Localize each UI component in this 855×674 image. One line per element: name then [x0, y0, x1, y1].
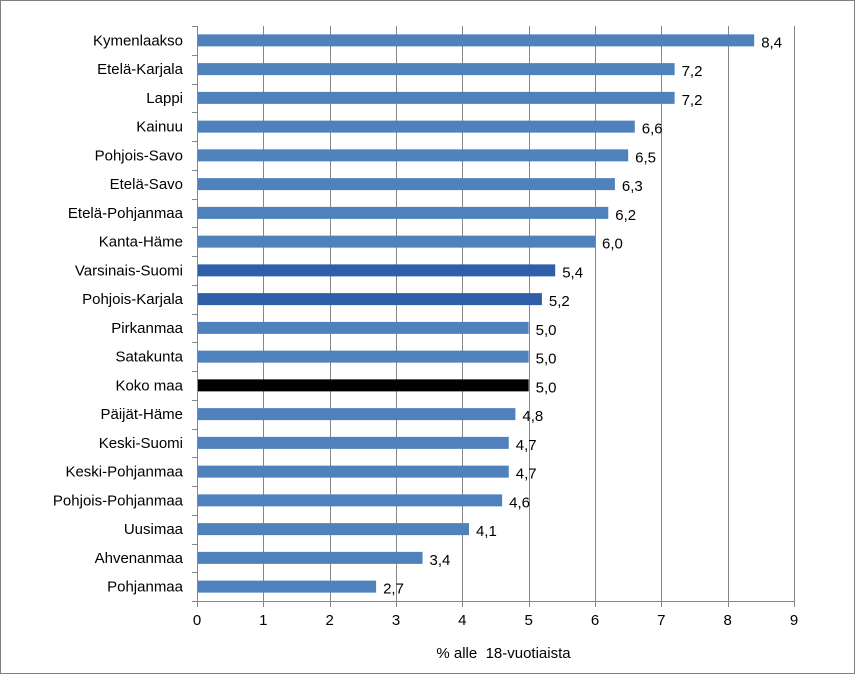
x-tick-label-6: 6	[591, 612, 599, 629]
x-tick-label-8: 8	[723, 612, 731, 629]
category-label-10: Pirkanmaa	[111, 320, 183, 337]
bar-6	[198, 206, 609, 219]
category-label-2: Lappi	[146, 90, 183, 107]
value-label-0: 8,4	[761, 34, 782, 51]
x-tick-label-7: 7	[657, 612, 665, 629]
bar-14	[198, 436, 509, 449]
x-tick-label-9: 9	[790, 612, 798, 629]
category-label-16: Pohjois-Pohjanmaa	[53, 492, 184, 509]
value-label-19: 2,7	[383, 581, 404, 598]
bar-11	[198, 350, 529, 363]
category-label-19: Pohjanmaa	[107, 579, 184, 596]
x-axis-title: % alle 18-vuotiaista	[436, 645, 571, 662]
value-label-10: 5,0	[536, 322, 557, 339]
bar-18	[198, 551, 423, 564]
value-label-13: 4,8	[522, 408, 543, 425]
bar-1	[198, 63, 675, 76]
category-label-9: Pohjois-Karjala	[82, 291, 184, 308]
x-tick-label-2: 2	[325, 612, 333, 629]
category-label-8: Varsinais-Suomi	[75, 262, 183, 279]
value-label-4: 6,5	[635, 149, 656, 166]
category-label-11: Satakunta	[115, 349, 183, 366]
value-label-18: 3,4	[430, 552, 451, 569]
bar-5	[198, 178, 615, 191]
x-tick-label-0: 0	[193, 612, 201, 629]
value-label-12: 5,0	[536, 379, 557, 396]
bar-10	[198, 321, 529, 334]
bar-13	[198, 408, 516, 421]
value-label-6: 6,2	[615, 207, 636, 224]
category-label-14: Keski-Suomi	[99, 435, 183, 452]
category-label-12: Koko maa	[115, 377, 183, 394]
value-label-1: 7,2	[682, 63, 703, 80]
value-label-3: 6,6	[642, 121, 663, 138]
bar-17	[198, 523, 469, 536]
category-label-15: Keski-Pohjanmaa	[65, 464, 183, 481]
x-tick-label-3: 3	[392, 612, 400, 629]
category-label-3: Kainuu	[136, 119, 183, 136]
bar-3	[198, 120, 635, 133]
value-label-16: 4,6	[509, 494, 530, 511]
bar-2	[198, 91, 675, 104]
bar-19	[198, 580, 377, 593]
value-label-17: 4,1	[476, 523, 497, 540]
bar-7	[198, 235, 595, 248]
category-label-13: Päijät-Häme	[100, 406, 183, 423]
value-label-5: 6,3	[622, 178, 643, 195]
value-label-8: 5,4	[562, 264, 583, 281]
category-label-5: Etelä-Savo	[110, 176, 183, 193]
category-label-4: Pohjois-Savo	[95, 147, 183, 164]
value-label-11: 5,0	[536, 351, 557, 368]
bar-0	[198, 34, 755, 47]
value-label-15: 4,7	[516, 466, 537, 483]
category-label-18: Ahvenanmaa	[95, 550, 184, 567]
bar-15	[198, 465, 509, 478]
category-label-7: Kanta-Häme	[99, 234, 183, 251]
category-label-1: Etelä-Karjala	[97, 61, 184, 78]
value-label-9: 5,2	[549, 293, 570, 310]
value-label-7: 6,0	[602, 236, 623, 253]
category-label-0: Kymenlaakso	[93, 32, 183, 49]
x-tick-label-5: 5	[524, 612, 532, 629]
category-label-17: Uusimaa	[124, 521, 184, 538]
value-label-14: 4,7	[516, 437, 537, 454]
value-label-2: 7,2	[682, 92, 703, 109]
x-tick-label-1: 1	[259, 612, 267, 629]
category-label-6: Etelä-Pohjanmaa	[68, 205, 184, 222]
bar-8	[198, 264, 556, 277]
bar-9	[198, 293, 542, 306]
bar-16	[198, 494, 503, 507]
bar-12	[198, 379, 529, 392]
x-tick-label-4: 4	[458, 612, 466, 629]
bar-4	[198, 149, 629, 162]
